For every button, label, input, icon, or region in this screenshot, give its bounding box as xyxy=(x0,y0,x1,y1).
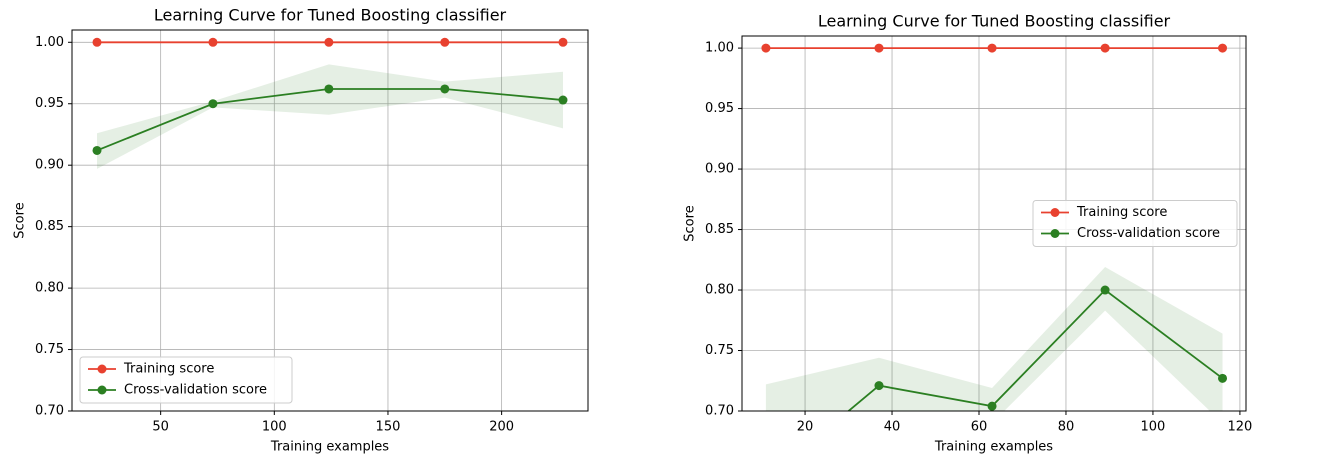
legend: Training score Cross-validation score xyxy=(1032,200,1238,247)
plot-area xyxy=(92,37,568,169)
x-tick-label: 100 xyxy=(1141,420,1166,435)
y-tick-label: 0.85 xyxy=(35,219,64,234)
point xyxy=(1100,43,1110,53)
chart-title: Learning Curve for Tuned Boosting classi… xyxy=(154,6,507,25)
point xyxy=(208,37,218,47)
point xyxy=(987,43,997,53)
x-tick-label: 150 xyxy=(376,420,401,435)
legend-label: Training score xyxy=(123,362,214,377)
plot-frame xyxy=(741,35,1247,412)
legend-marker xyxy=(1050,208,1060,217)
legend-label: Cross-validation score xyxy=(1077,226,1220,241)
y-tick-label: 0.95 xyxy=(35,96,64,111)
point xyxy=(987,401,997,411)
legend-marker xyxy=(1050,229,1060,238)
legend-label: Training score xyxy=(1076,205,1167,220)
y-tick-label: 0.75 xyxy=(35,342,64,357)
chart-title: Learning Curve for Tuned Boosting classi… xyxy=(818,12,1171,31)
y-tick-label: 0.75 xyxy=(705,343,734,358)
legend-marker xyxy=(97,385,107,395)
y-tick-label: 1.00 xyxy=(705,41,734,56)
x-tick-label: 200 xyxy=(489,420,514,435)
legend: Training score Cross-validation score xyxy=(79,356,293,404)
point xyxy=(558,37,568,47)
point xyxy=(208,99,218,109)
x-tick-label: 50 xyxy=(152,420,169,435)
point xyxy=(1218,43,1228,53)
y-tick-label: 0.70 xyxy=(705,404,734,419)
legend-box xyxy=(1032,200,1238,247)
point xyxy=(1100,285,1110,295)
point xyxy=(874,381,884,391)
y-axis-label: Score xyxy=(13,202,28,238)
plot-frame xyxy=(71,29,589,412)
y-tick-label: 0.80 xyxy=(705,283,734,298)
y-axis-label: Score xyxy=(683,205,698,241)
legend-label: Cross-validation score xyxy=(124,383,267,398)
y-tick-label: 0.90 xyxy=(705,162,734,177)
y-tick-label: 0.85 xyxy=(705,222,734,237)
legend-box xyxy=(79,356,293,404)
point xyxy=(440,84,450,94)
y-tick-label: 1.00 xyxy=(35,35,64,50)
y-tick-label: 0.90 xyxy=(35,158,64,173)
confidence-band xyxy=(765,267,1223,411)
x-tick-label: 20 xyxy=(797,420,814,435)
confidence-band xyxy=(97,64,563,169)
x-axis-label: Training examples xyxy=(934,440,1053,455)
point xyxy=(324,37,334,47)
point xyxy=(558,95,568,105)
point xyxy=(324,84,334,94)
point xyxy=(874,43,884,53)
point xyxy=(761,43,771,53)
point xyxy=(440,37,450,47)
y-tick-label: 0.70 xyxy=(35,404,64,419)
y-tick-label: 0.80 xyxy=(35,281,64,296)
x-tick-label: 60 xyxy=(971,420,988,435)
chart: Learning Curve for Tuned Boosting classi… xyxy=(683,12,1253,455)
x-tick-label: 120 xyxy=(1227,420,1252,435)
plot-area xyxy=(761,43,1228,411)
x-tick-label: 80 xyxy=(1058,420,1075,435)
point xyxy=(92,37,102,47)
x-tick-label: 100 xyxy=(262,420,287,435)
y-tick-label: 0.95 xyxy=(705,101,734,116)
x-tick-label: 40 xyxy=(884,420,901,435)
point xyxy=(92,145,102,155)
chart: Learning Curve for Tuned Boosting classi… xyxy=(13,6,589,455)
point xyxy=(1218,373,1228,383)
x-axis-label: Training examples xyxy=(270,440,389,455)
legend-marker xyxy=(97,364,107,374)
